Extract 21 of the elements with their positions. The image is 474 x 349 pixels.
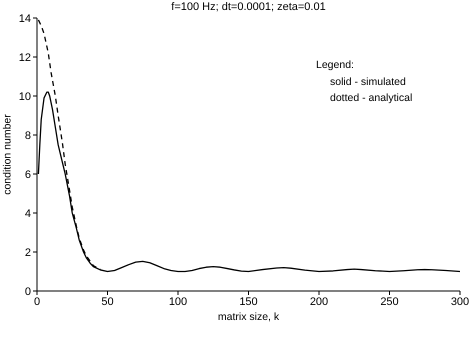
y-axis-title: condition number (2, 114, 14, 195)
chart-title: f=100 Hz; dt=0.0001; zeta=0.01 (170, 0, 327, 14)
y-tick-label: 0 (24, 286, 31, 298)
annotation: solid - simulated (330, 76, 406, 88)
x-tick-label: 300 (450, 296, 470, 308)
y-tick-label: 6 (24, 168, 31, 181)
x-tick-label: 0 (34, 296, 40, 308)
y-tick-label: 10 (18, 90, 31, 103)
y-tick-label: 4 (24, 208, 31, 220)
annotation: Legend: (316, 59, 354, 71)
annotation: dotted - analytical (330, 92, 412, 104)
x-tick-label: 50 (101, 296, 114, 308)
y-tick-label: 2 (24, 246, 31, 259)
y-tick-label: 12 (18, 52, 31, 64)
y-tick-label: 14 (18, 12, 31, 25)
y-tick-label: 8 (24, 130, 31, 142)
x-tick-label: 150 (239, 296, 258, 308)
x-tick-label: 100 (168, 296, 188, 308)
x-tick-label: 200 (310, 296, 328, 308)
x-axis-title: matrix size, k (218, 311, 280, 323)
x-tick-label: 250 (380, 296, 399, 308)
